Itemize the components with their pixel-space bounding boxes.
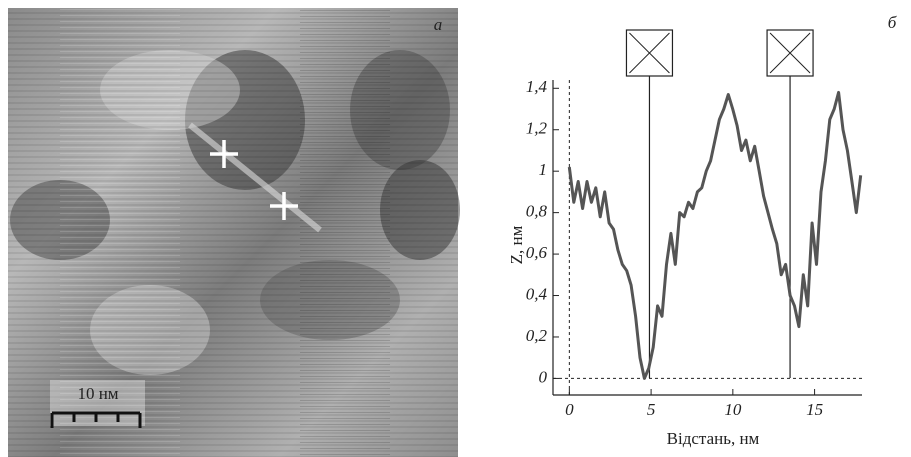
panel-label: а [434, 15, 443, 34]
y-tick-label: 0,6 [526, 243, 548, 262]
y-tick-label: 0,4 [526, 284, 548, 303]
y-tick-label: 0 [539, 367, 548, 386]
marker-cross [629, 32, 670, 74]
x-tick-label: 0 [565, 400, 574, 419]
marker-cross [769, 32, 811, 74]
y-tick-label: 1 [539, 160, 548, 179]
x-tick-label: 15 [806, 400, 823, 419]
y-tick-label: 1,2 [526, 119, 548, 138]
x-tick-label: 10 [724, 400, 742, 419]
x-axis-title: Відстань, нм [667, 429, 760, 448]
x-tick-label: 5 [647, 400, 656, 419]
y-tick-label: 0,8 [526, 202, 548, 221]
scale-bar-label: 10 нм [77, 384, 118, 403]
y-tick-label: 1,4 [526, 77, 548, 96]
y-axis-title: Z, нм [507, 225, 526, 264]
panel-label: б [888, 13, 897, 32]
stm-image: 10 нм а [8, 8, 460, 457]
profile-line [567, 90, 863, 380]
y-tick-label: 0,2 [526, 326, 548, 345]
